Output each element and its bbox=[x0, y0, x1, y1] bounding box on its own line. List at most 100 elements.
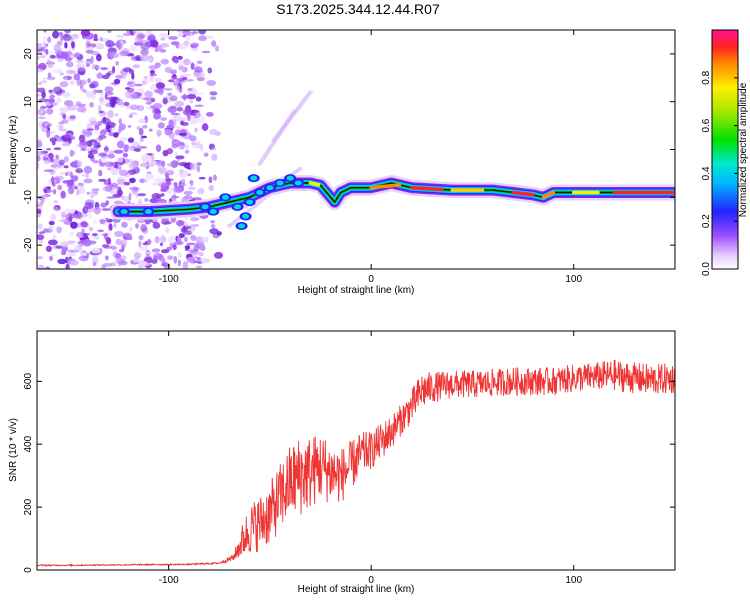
noise-blob bbox=[196, 76, 205, 82]
noise-blob bbox=[37, 150, 44, 156]
noise-blob bbox=[127, 125, 132, 128]
noise-blob bbox=[126, 91, 135, 96]
noise-blob bbox=[39, 105, 47, 110]
noise-blob bbox=[115, 238, 122, 246]
noise-blob bbox=[169, 105, 177, 109]
noise-blob bbox=[214, 45, 220, 52]
noise-blob bbox=[85, 40, 91, 49]
signal-blob-core bbox=[234, 204, 242, 210]
noise-blob bbox=[111, 65, 116, 74]
noise-blob bbox=[93, 206, 102, 215]
noise-blob bbox=[113, 149, 124, 154]
noise-blob bbox=[104, 184, 113, 193]
bottom-x-axis: -100 0 100 bbox=[159, 331, 583, 586]
noise-blob bbox=[63, 119, 69, 125]
noise-blob bbox=[47, 239, 58, 246]
noise-blob bbox=[155, 144, 162, 152]
noise-blob bbox=[176, 236, 182, 244]
noise-blob bbox=[108, 150, 116, 154]
noise-blob bbox=[137, 105, 145, 112]
noise-blob bbox=[94, 124, 100, 131]
noise-blob bbox=[56, 97, 62, 104]
noise-blob bbox=[99, 100, 110, 106]
noise-blob bbox=[195, 96, 202, 102]
noise-blob bbox=[128, 193, 132, 201]
colorbar: 0.0 0.2 0.4 0.6 0.8 Normalized spectral ampl… bbox=[701, 29, 749, 276]
noise-blob bbox=[139, 53, 149, 62]
colorbar-ticks: 0.0 0.2 0.4 0.6 0.8 bbox=[701, 70, 738, 276]
noise-blob bbox=[142, 124, 148, 129]
noise-blob bbox=[190, 234, 197, 241]
noise-blob bbox=[97, 229, 104, 233]
noise-blob bbox=[144, 90, 153, 98]
bottom-x-tick-label: -100 bbox=[159, 575, 179, 586]
noise-blob bbox=[127, 147, 135, 151]
noise-blob bbox=[37, 110, 44, 116]
bottom-y-tick-label: 0 bbox=[23, 567, 34, 573]
noise-blob bbox=[98, 169, 103, 177]
noise-blob bbox=[131, 72, 135, 80]
noise-blob bbox=[43, 188, 48, 194]
noise-blob bbox=[98, 152, 107, 157]
noise-blob bbox=[37, 93, 42, 97]
noise-blob bbox=[116, 34, 125, 38]
noise-blob bbox=[172, 74, 177, 78]
noise-blob bbox=[91, 63, 97, 70]
trace-hotspot bbox=[511, 190, 535, 197]
noise-blob bbox=[75, 168, 84, 174]
noise-blob bbox=[132, 64, 141, 69]
noise-blob bbox=[196, 60, 203, 64]
noise-blob bbox=[193, 110, 201, 119]
bottom-y-axis-label: SNR (10 * v/v) bbox=[8, 418, 19, 482]
noise-blob bbox=[46, 58, 51, 65]
noise-blob bbox=[196, 257, 201, 260]
noise-blob bbox=[105, 72, 111, 77]
noise-blob bbox=[42, 41, 46, 47]
noise-blob bbox=[118, 255, 127, 261]
noise-blob bbox=[129, 104, 140, 111]
noise-blob bbox=[63, 165, 69, 169]
noise-blob bbox=[178, 80, 187, 83]
noise-blob bbox=[129, 226, 133, 233]
noise-blob bbox=[150, 40, 159, 48]
top-x-axis: -100 0 100 bbox=[159, 30, 583, 285]
noise-blob bbox=[126, 87, 135, 93]
noise-blob bbox=[45, 245, 52, 253]
noise-blob bbox=[43, 157, 49, 161]
noise-blob bbox=[69, 260, 79, 266]
noise-blob bbox=[122, 67, 132, 73]
noise-blob bbox=[184, 149, 190, 154]
noise-blob bbox=[173, 256, 178, 264]
noise-blob bbox=[53, 200, 59, 204]
bottom-y-tick-label: 400 bbox=[23, 435, 34, 452]
noise-blob bbox=[128, 161, 138, 169]
noise-blob bbox=[83, 178, 93, 184]
noise-blob bbox=[177, 252, 182, 258]
noise-blob bbox=[177, 64, 185, 72]
noise-blob bbox=[48, 220, 55, 226]
noise-blob bbox=[182, 34, 187, 38]
noise-blob bbox=[160, 235, 167, 243]
noise-blob bbox=[49, 255, 53, 261]
colorbar-label: Normalized spectral amplitude bbox=[738, 82, 749, 217]
bottom-y-tick-label: 200 bbox=[23, 498, 34, 515]
noise-blob bbox=[63, 156, 69, 163]
noise-blob bbox=[138, 127, 144, 136]
noise-blob bbox=[198, 35, 207, 42]
noise-blob bbox=[100, 67, 109, 71]
noise-blob bbox=[133, 30, 139, 36]
noise-blob bbox=[98, 104, 102, 113]
trace-hotspot bbox=[409, 185, 444, 192]
noise-blob bbox=[173, 182, 178, 186]
noise-blob bbox=[132, 259, 141, 263]
noise-blob bbox=[160, 263, 171, 267]
noise-blob bbox=[87, 46, 94, 51]
noise-blob bbox=[51, 253, 55, 257]
noise-blob bbox=[85, 90, 95, 98]
noise-blob bbox=[201, 50, 211, 54]
noise-blob bbox=[150, 71, 154, 77]
noise-blob bbox=[54, 134, 59, 139]
noise-blob bbox=[164, 178, 175, 182]
noise-blob bbox=[133, 252, 142, 259]
noise-blob bbox=[65, 212, 75, 220]
